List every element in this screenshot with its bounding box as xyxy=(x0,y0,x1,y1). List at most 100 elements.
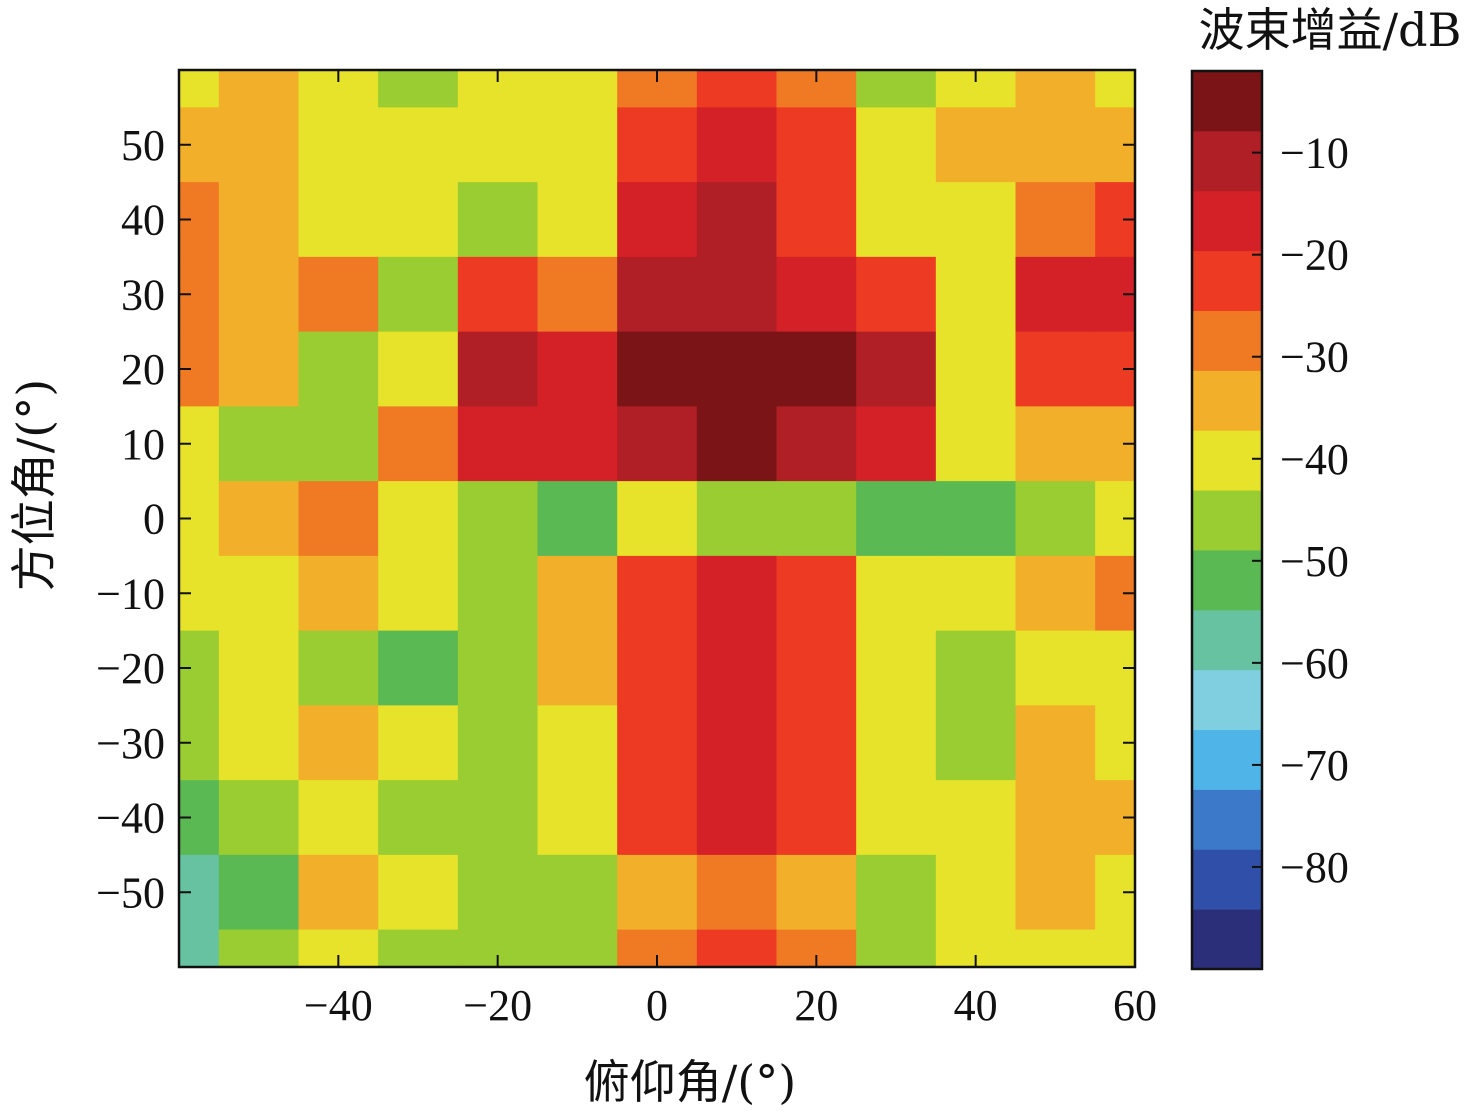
heatmap-cell xyxy=(457,630,539,706)
heatmap-cell xyxy=(1015,406,1096,482)
heatmap-cell xyxy=(378,107,459,183)
heatmap-cell xyxy=(218,406,300,482)
heatmap-cell xyxy=(935,555,1017,632)
heatmap-cell xyxy=(1095,70,1135,108)
heatmap-cell xyxy=(537,555,618,632)
y-tick-label: −10 xyxy=(96,569,165,618)
heatmap-cell xyxy=(696,705,778,781)
heatmap-cell xyxy=(776,331,857,407)
x-tick-label: 0 xyxy=(646,981,668,1030)
heatmap-cell xyxy=(298,854,379,931)
heatmap-cell xyxy=(776,854,857,931)
colorbar-tick-label: −80 xyxy=(1280,843,1349,892)
heatmap-cell xyxy=(218,630,300,706)
heatmap-cell xyxy=(457,107,539,183)
colorbar-axis: −10 −20 −30 −40 −50 −60 −70 −80 xyxy=(1252,129,1349,892)
heatmap-cell xyxy=(1015,256,1096,333)
heatmap-cell xyxy=(776,780,857,856)
y-tick-label: −40 xyxy=(96,794,165,843)
colorbar-segment xyxy=(1192,609,1262,671)
heatmap-cell xyxy=(935,780,1017,856)
heatmap-cell xyxy=(776,630,857,706)
y-axis-label: 方位角/(°) xyxy=(7,379,61,591)
heatmap-cell xyxy=(457,854,539,931)
heatmap-cell xyxy=(378,481,459,557)
heatmap-cell xyxy=(617,481,698,557)
heatmap-cell xyxy=(537,780,618,856)
heatmap-cell xyxy=(935,107,1017,183)
heatmap-cell xyxy=(856,481,937,557)
heatmap-cell xyxy=(457,406,539,482)
heatmap-cell xyxy=(298,780,379,856)
heatmap-cell xyxy=(298,256,379,333)
heatmap-cell xyxy=(537,630,618,706)
heatmap-cell xyxy=(935,182,1017,258)
heatmap-cell xyxy=(1015,705,1096,781)
colorbar-tick-label: −30 xyxy=(1280,333,1349,382)
heatmap-cell xyxy=(537,256,618,333)
y-tick-label: 40 xyxy=(121,196,165,245)
x-tick-label: −20 xyxy=(463,981,532,1030)
heatmap-cell xyxy=(856,854,937,931)
heatmap-cell xyxy=(935,331,1017,407)
colorbar-tick-label: −60 xyxy=(1280,639,1349,688)
x-axis-label: 俯仰角/(°) xyxy=(584,1055,796,1109)
heatmap-cell xyxy=(696,70,778,108)
heatmap-layer xyxy=(179,70,1135,967)
heatmap-cell xyxy=(457,182,539,258)
heatmap-cell xyxy=(457,256,539,333)
heatmap-cell xyxy=(537,481,618,557)
colorbar-segment xyxy=(1192,250,1262,311)
heatmap-cell xyxy=(378,630,459,706)
heatmap-cell xyxy=(776,107,857,183)
heatmap-cell xyxy=(776,406,857,482)
heatmap-cell xyxy=(856,929,937,967)
heatmap-cell xyxy=(856,630,937,706)
heatmap-cell xyxy=(696,406,778,482)
heatmap-cell xyxy=(776,256,857,333)
colorbar xyxy=(1192,71,1262,970)
heatmap-cell xyxy=(179,929,220,967)
colorbar-tick-label: −40 xyxy=(1280,435,1349,484)
heatmap-cell xyxy=(617,780,698,856)
heatmap-cell xyxy=(617,854,698,931)
heatmap-cell xyxy=(1015,630,1096,706)
heatmap-cell xyxy=(218,854,300,931)
heatmap-cell xyxy=(696,331,778,407)
colorbar-segment xyxy=(1192,370,1262,431)
colorbar-segment xyxy=(1192,190,1262,252)
heatmap-cell xyxy=(378,70,459,108)
heatmap-cell xyxy=(378,780,459,856)
heatmap-cell xyxy=(856,182,937,258)
heatmap-cell xyxy=(218,780,300,856)
colorbar-tick-label: −50 xyxy=(1280,537,1349,586)
heatmap-cell xyxy=(537,854,618,931)
colorbar-segment xyxy=(1192,310,1262,371)
heatmap-cell xyxy=(856,256,937,333)
heatmap-cell xyxy=(1015,107,1096,183)
heatmap-cell xyxy=(935,481,1017,557)
heatmap-cell xyxy=(218,182,300,258)
heatmap-cell xyxy=(856,331,937,407)
heatmap-cell xyxy=(298,555,379,632)
heatmap-cell xyxy=(696,854,778,931)
y-tick-label: 30 xyxy=(121,270,165,319)
y-tick-label: 0 xyxy=(143,495,165,544)
heatmap-cell xyxy=(776,705,857,781)
heatmap-cell xyxy=(1095,929,1135,967)
heatmap-cell xyxy=(1015,780,1096,856)
heatmap-cell xyxy=(935,406,1017,482)
y-tick-label: 50 xyxy=(121,121,165,170)
heatmap-cell xyxy=(218,555,300,632)
heatmap-cell xyxy=(696,182,778,258)
heatmap-cell xyxy=(935,630,1017,706)
heatmap-cell xyxy=(617,256,698,333)
heatmap-cell xyxy=(617,555,698,632)
heatmap-cell xyxy=(696,929,778,967)
heatmap-cell xyxy=(617,705,698,781)
colorbar-segment xyxy=(1192,490,1262,551)
colorbar-segment xyxy=(1192,130,1262,192)
heatmap-cell xyxy=(457,481,539,557)
y-tick-label: 10 xyxy=(121,420,165,469)
